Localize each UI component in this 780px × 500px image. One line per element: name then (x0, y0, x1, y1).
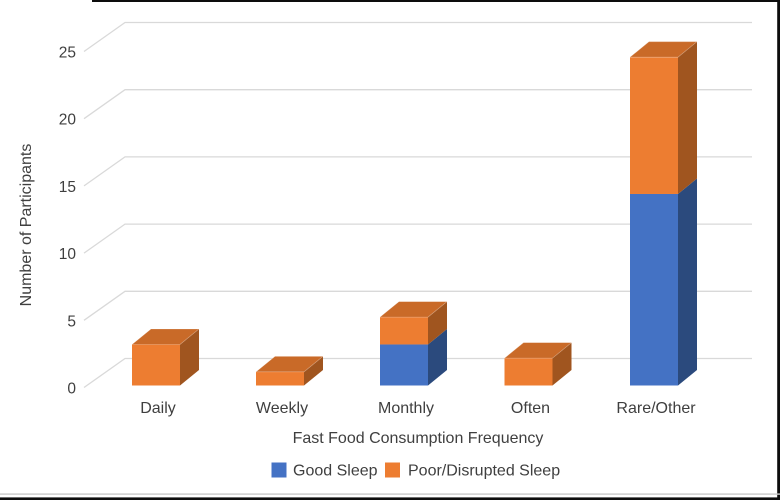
bar-often-poor-disrupted-sleep (503, 342, 573, 386)
category-label-monthly: Monthly (378, 400, 434, 417)
legend-swatch-poor-sleep (385, 462, 400, 478)
legend-label-good-sleep: Good Sleep (293, 463, 378, 480)
y-tick-labels-layer: 0 5 10 15 20 25 (59, 45, 77, 398)
figure-border-bottom (0, 497, 780, 500)
bar-monthly-good-sleep-side-face (428, 328, 447, 386)
gridline-15 (83, 156, 752, 187)
x-axis-title: Fast Food Consumption Frequency (293, 430, 544, 447)
legend: Good Sleep Poor/Disrupted Sleep (271, 462, 560, 480)
bar-often-poor-disrupted-sleep-top-face (503, 342, 573, 359)
y-axis-title: Number of Participants (18, 144, 35, 307)
bars-layer (130, 41, 699, 386)
bar-rare-other-good-sleep (630, 178, 697, 386)
category-label-weekly: Weekly (256, 400, 308, 417)
bar-weekly-poor-disrupted-sleep-front-face (256, 371, 304, 386)
category-labels-layer: Daily Weekly Monthly Often Rare/Other (140, 400, 696, 417)
category-label-daily: Daily (140, 400, 176, 417)
bar-rare-other-poor-disrupted-sleep (628, 41, 699, 194)
bar-daily-poor-disrupted-sleep-top-face (130, 328, 201, 345)
legend-label-poor-sleep: Poor/Disrupted Sleep (408, 463, 560, 480)
y-tick-label-15: 15 (59, 179, 76, 196)
category-label-often: Often (511, 400, 550, 417)
bar-monthly-poor-disrupted-sleep-top-face (378, 301, 449, 318)
bar-daily-poor-disrupted-sleep (130, 328, 201, 386)
y-tick-label-0: 0 (67, 381, 76, 398)
bar-monthly-good-sleep (380, 328, 447, 386)
y-tick-label-10: 10 (59, 246, 77, 263)
bar-monthly-poor-disrupted-sleep (378, 301, 449, 345)
bar-rare-other-poor-disrupted-sleep-front-face (630, 57, 678, 194)
bar-rare-other-good-sleep-front-face (630, 193, 678, 386)
figure-border-right (777, 0, 780, 500)
bar-monthly-poor-disrupted-sleep-front-face (380, 317, 428, 345)
gridline-25 (83, 21, 752, 53)
bar-rare-other-poor-disrupted-sleep-side-face (678, 41, 697, 194)
bar-daily-poor-disrupted-sleep-side-face (180, 328, 199, 386)
bar-daily-poor-disrupted-sleep-front-face (132, 344, 180, 386)
footer-rule-line (0, 493, 780, 495)
y-tick-label-20: 20 (59, 112, 77, 129)
gridline-5 (83, 290, 752, 321)
bar-monthly-poor-disrupted-sleep-side-face (428, 301, 447, 345)
bar-weekly-poor-disrupted-sleep-side-face (304, 356, 323, 386)
legend-swatch-good-sleep (271, 462, 287, 478)
bar-monthly-good-sleep-front-face (380, 344, 428, 386)
gridline-10 (83, 223, 752, 254)
bar-weekly-poor-disrupted-sleep (254, 355, 325, 386)
bar-rare-other-good-sleep-side-face (678, 178, 697, 386)
bar-often-poor-disrupted-sleep-side-face (552, 342, 572, 386)
y-tick-label-25: 25 (59, 45, 76, 62)
bar-rare-other-poor-disrupted-sleep-top-face (628, 41, 699, 58)
figure-border-top (92, 0, 780, 2)
y-tick-label-5: 5 (67, 313, 76, 330)
bar-weekly-poor-disrupted-sleep-top-face (254, 355, 325, 373)
gridline-20 (83, 89, 752, 120)
bar-often-poor-disrupted-sleep-front-face (504, 358, 553, 386)
category-label-rare-other: Rare/Other (616, 400, 696, 417)
